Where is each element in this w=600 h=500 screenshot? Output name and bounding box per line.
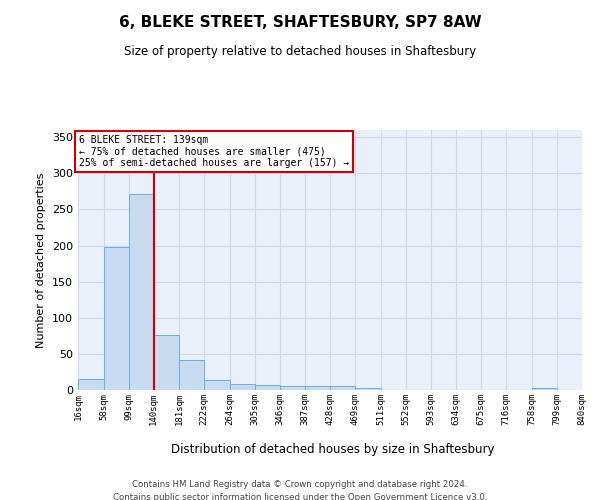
Y-axis label: Number of detached properties: Number of detached properties [37, 172, 46, 348]
Bar [78, 379, 104, 390]
Text: Contains HM Land Registry data © Crown copyright and database right 2024.: Contains HM Land Registry data © Crown c… [132, 480, 468, 489]
Bar [255, 385, 280, 390]
Bar [280, 386, 305, 390]
Bar [154, 335, 179, 390]
Text: 6 BLEKE STREET: 139sqm
← 75% of detached houses are smaller (475)
25% of semi-de: 6 BLEKE STREET: 139sqm ← 75% of detached… [79, 135, 349, 168]
Bar [355, 388, 381, 390]
Bar [305, 386, 330, 390]
Text: 6, BLEKE STREET, SHAFTESBURY, SP7 8AW: 6, BLEKE STREET, SHAFTESBURY, SP7 8AW [119, 15, 481, 30]
Bar [330, 386, 355, 390]
Text: Contains public sector information licensed under the Open Government Licence v3: Contains public sector information licen… [113, 492, 487, 500]
Bar [532, 388, 557, 390]
Bar [104, 247, 129, 390]
Text: Size of property relative to detached houses in Shaftesbury: Size of property relative to detached ho… [124, 45, 476, 58]
Bar [129, 194, 154, 390]
Bar [230, 384, 255, 390]
Bar [179, 360, 204, 390]
Text: Distribution of detached houses by size in Shaftesbury: Distribution of detached houses by size … [171, 442, 495, 456]
Bar [204, 380, 230, 390]
